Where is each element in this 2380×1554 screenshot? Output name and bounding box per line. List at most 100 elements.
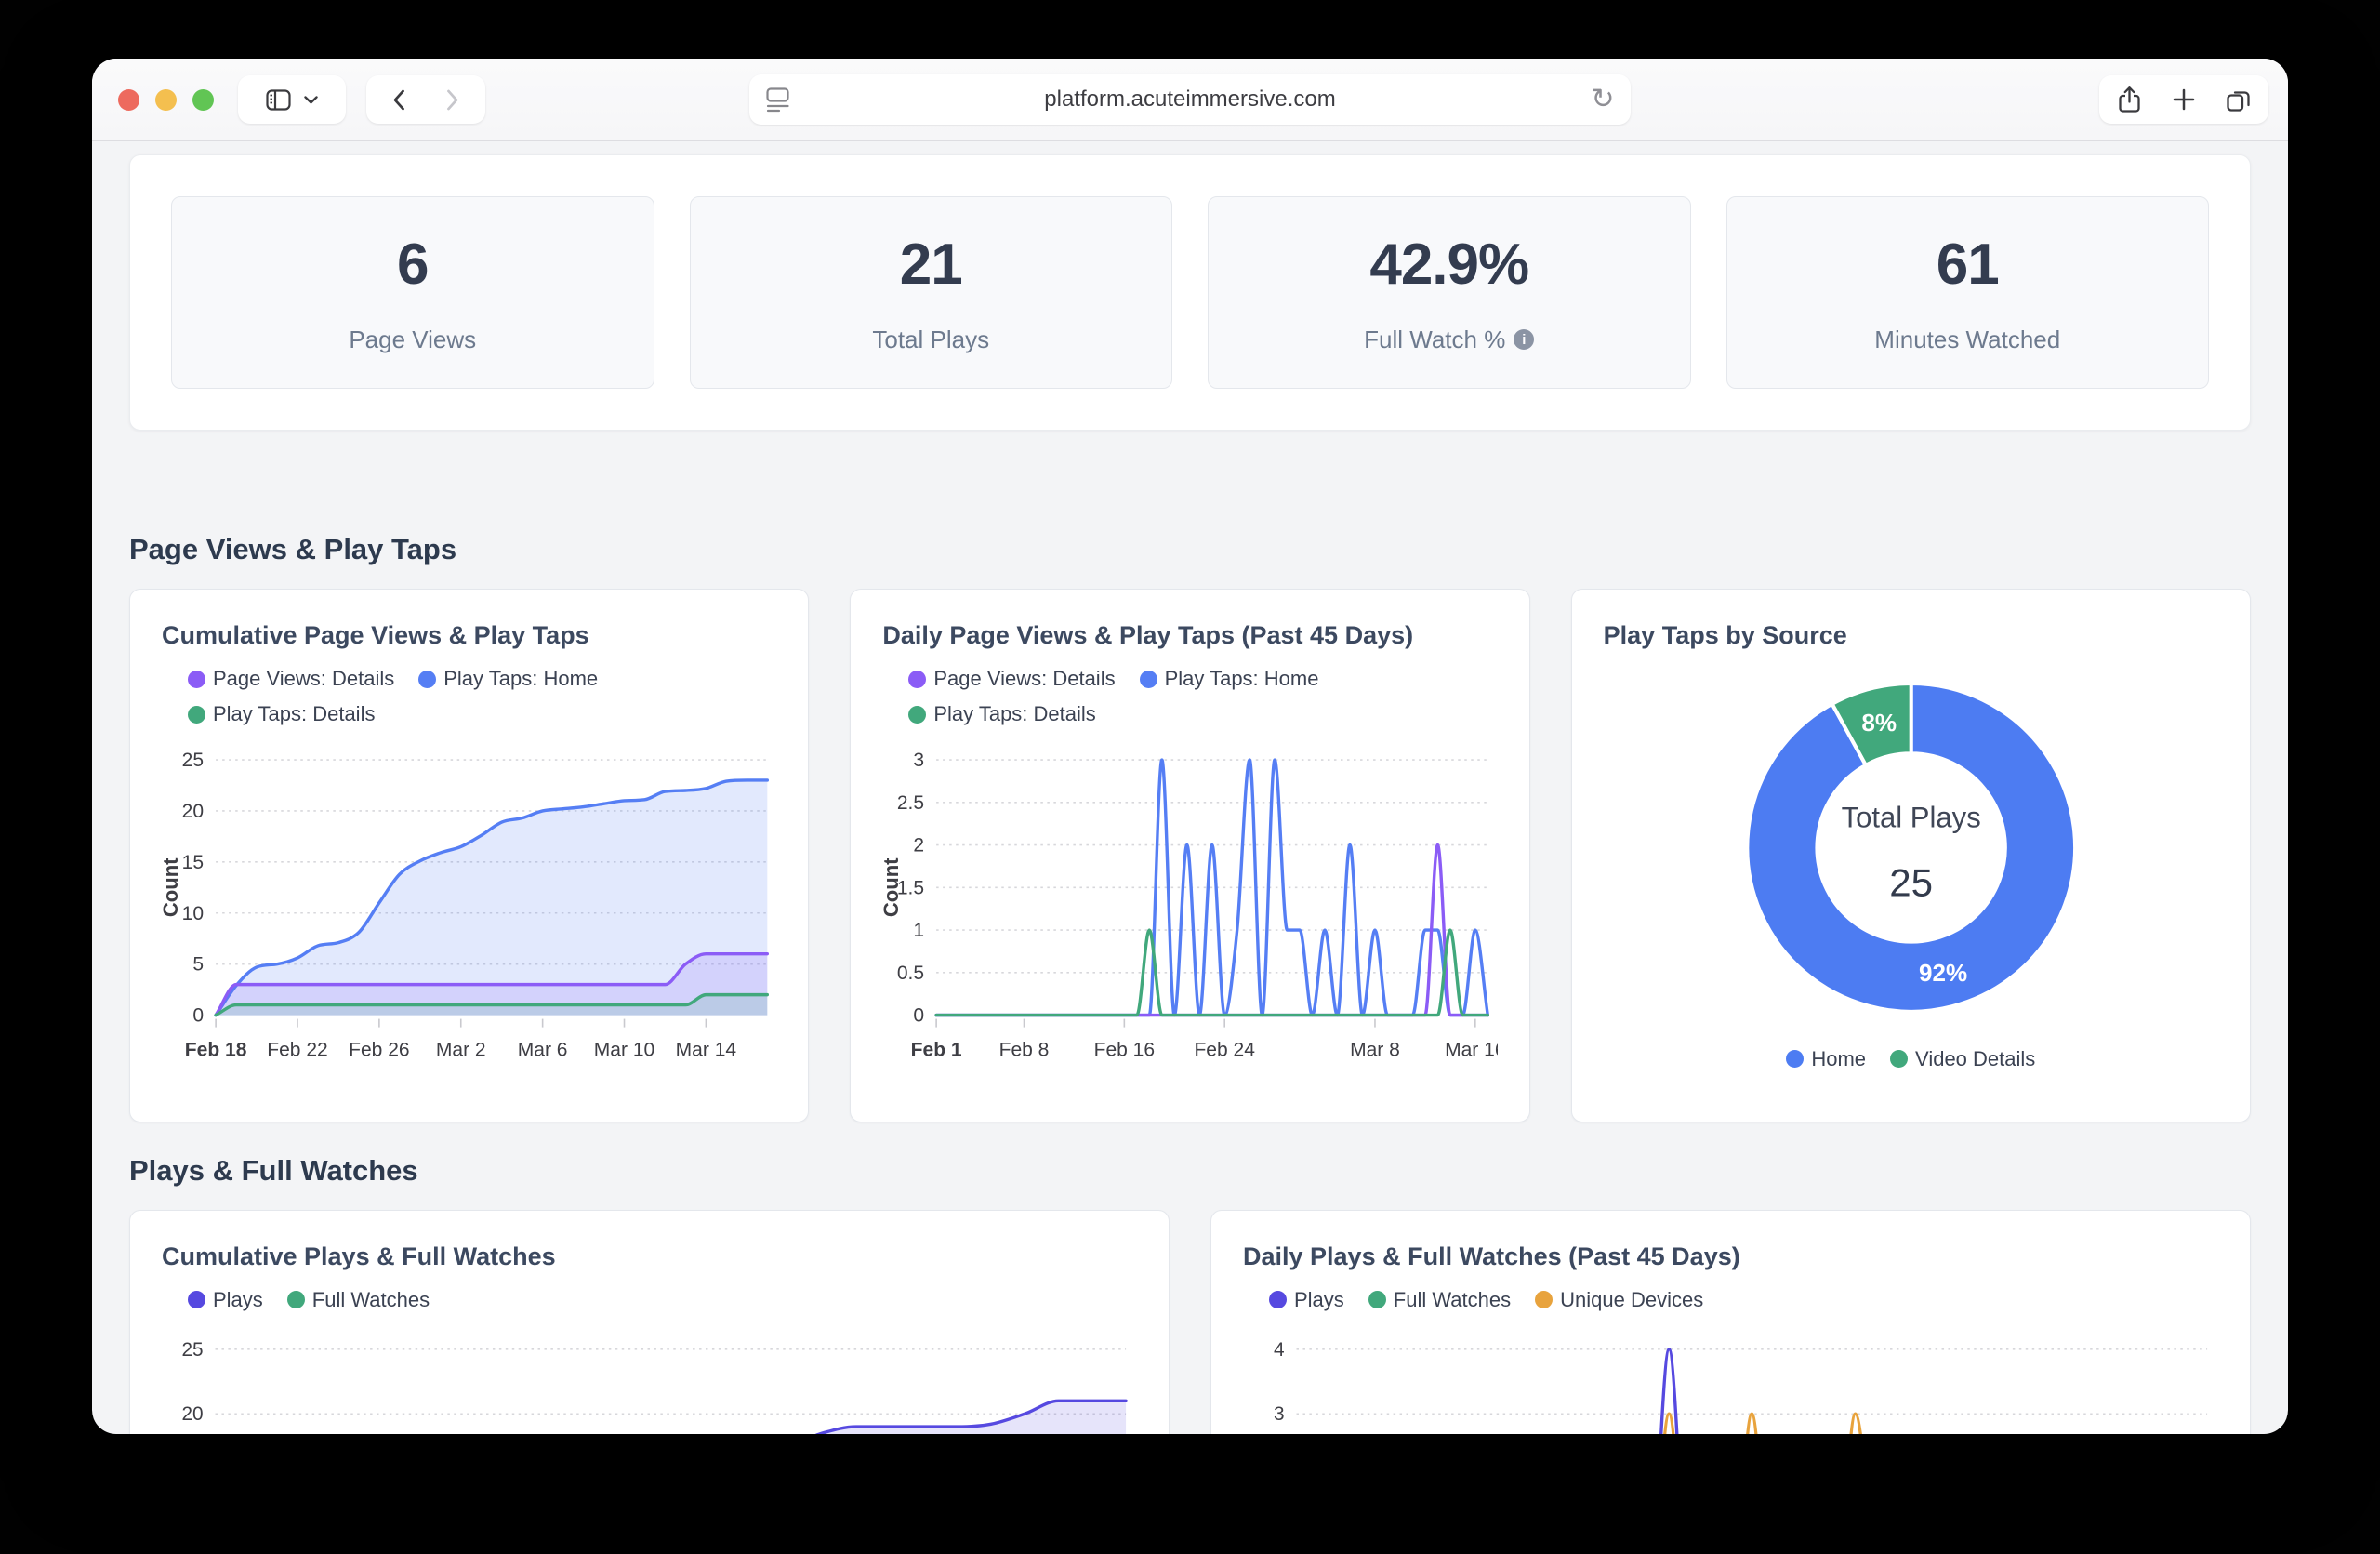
chart-title: Cumulative Plays & Full Watches — [162, 1242, 556, 1270]
stat-label-text: Full Watch % — [1364, 325, 1506, 353]
section-heading-page-views-play-taps: Page Views & Play Taps — [129, 533, 457, 565]
legend-label: Plays — [1294, 1287, 1344, 1311]
legend-dot — [1269, 1291, 1287, 1309]
svg-text:0.5: 0.5 — [897, 963, 924, 984]
chart-legend: Plays Full Watches — [188, 1288, 1137, 1312]
daily-page-views-chart: 0 0.5 1 1.5 2 2.5 3 Feb 1 Feb 8 Feb 16 Feb 24 Mar 8… — [882, 750, 1497, 1061]
svg-text:Count: Count — [162, 857, 182, 917]
legend-item[interactable]: Plays — [1269, 1288, 1344, 1312]
legend-dot — [908, 670, 927, 688]
legend-dot — [1535, 1291, 1554, 1309]
chart-card-cumulative-page-views: Cumulative Page Views & Play Taps Page V… — [129, 589, 810, 1122]
forward-button[interactable] — [426, 75, 480, 124]
legend-dot — [188, 1291, 205, 1309]
svg-text:25: 25 — [181, 1339, 203, 1361]
legend-item[interactable]: Plays — [188, 1288, 263, 1312]
legend-dot — [908, 705, 927, 724]
stat-value: 6 — [397, 232, 429, 297]
svg-text:Feb 1: Feb 1 — [911, 1040, 962, 1061]
legend-item[interactable]: Unique Devices — [1535, 1288, 1703, 1312]
legend-item[interactable]: Play Taps: Details — [188, 702, 375, 726]
tab-overview-button[interactable] — [2215, 75, 2263, 124]
svg-text:4: 4 — [1274, 1339, 1285, 1361]
svg-text:1: 1 — [914, 920, 925, 941]
svg-text:Feb 24: Feb 24 — [1195, 1040, 1256, 1061]
stat-label: Full Watch % i — [1364, 325, 1535, 354]
svg-text:Feb 22: Feb 22 — [267, 1040, 327, 1061]
legend-dot — [1890, 1050, 1909, 1069]
svg-text:20: 20 — [182, 801, 204, 822]
minimize-window-button[interactable] — [155, 88, 177, 111]
svg-text:Count: Count — [882, 857, 903, 917]
play-taps-by-source-donut: 92% 8% Total Plays 25 — [1745, 682, 2077, 1014]
legend-label: Play Taps: Details — [213, 702, 376, 725]
chart-title: Cumulative Page Views & Play Taps — [162, 621, 589, 649]
legend-label: Page Views: Details — [933, 667, 1116, 690]
browser-toolbar: platform.acuteimmersive.com ↻ — [92, 59, 2288, 141]
legend-dot — [188, 670, 205, 688]
svg-text:92%: 92% — [1919, 959, 1967, 987]
svg-text:2: 2 — [914, 835, 925, 857]
sidebar-toggle-button[interactable] — [238, 75, 346, 124]
url-bar[interactable]: platform.acuteimmersive.com ↻ — [749, 74, 1631, 125]
stat-card-page-views: 6 Page Views — [171, 196, 654, 389]
stat-label: Total Plays — [872, 325, 990, 353]
legend-item[interactable]: Full Watches — [1368, 1288, 1511, 1312]
stat-card-full-watch-pct: 42.9% Full Watch % i — [1208, 196, 1691, 389]
svg-text:Feb 26: Feb 26 — [349, 1040, 409, 1061]
chevron-right-icon — [447, 89, 458, 110]
svg-text:Mar 6: Mar 6 — [518, 1040, 568, 1061]
chart-title: Play Taps by Source — [1603, 621, 1847, 649]
chart-card-play-taps-by-source: Play Taps by Source 92% 8% Total Plays 25 H… — [1570, 589, 2251, 1122]
legend-item[interactable]: Play Taps: Home — [418, 667, 598, 691]
legend-dot — [188, 705, 205, 724]
stat-value: 21 — [899, 232, 963, 297]
legend-item[interactable]: Video Details — [1890, 1047, 2035, 1071]
legend-item[interactable]: Play Taps: Details — [908, 702, 1096, 726]
chart-legend: Page Views: Details Play Taps: Home Play T… — [908, 667, 1355, 726]
share-button[interactable] — [2106, 75, 2154, 124]
svg-text:Mar 14: Mar 14 — [676, 1040, 737, 1061]
chart-legend: Home Video Details — [1604, 1047, 2218, 1071]
reload-icon: ↻ — [1591, 84, 1615, 114]
legend-item[interactable]: Full Watches — [286, 1288, 430, 1312]
back-button[interactable] — [372, 75, 426, 124]
chart-card-daily-plays: Daily Plays & Full Watches (Past 45 Days… — [1210, 1209, 2251, 1434]
legend-item[interactable]: Page Views: Details — [908, 667, 1116, 691]
chevron-down-icon — [304, 95, 318, 103]
svg-text:Mar 10: Mar 10 — [594, 1040, 654, 1061]
legend-item[interactable]: Page Views: Details — [188, 667, 394, 691]
stat-card-minutes-watched: 61 Minutes Watched — [1726, 196, 2209, 389]
sidebar-icon — [266, 88, 291, 111]
zoom-window-button[interactable] — [192, 88, 214, 111]
reload-button[interactable]: ↻ — [1584, 81, 1621, 118]
chart-title: Daily Page Views & Play Taps (Past 45 Da… — [882, 621, 1414, 649]
close-window-button[interactable] — [118, 88, 139, 111]
info-icon[interactable]: i — [1514, 329, 1535, 350]
legend-label: Video Details — [1915, 1046, 2036, 1070]
svg-text:Mar 2: Mar 2 — [436, 1040, 486, 1061]
legend-label: Play Taps: Home — [443, 667, 599, 690]
svg-text:Feb 18: Feb 18 — [185, 1040, 247, 1061]
legend-dot — [286, 1291, 305, 1309]
legend-item[interactable]: Play Taps: Home — [1139, 667, 1318, 691]
svg-text:15: 15 — [182, 852, 204, 873]
cumulative-page-views-chart: 0 5 10 15 20 25 Feb 18 Feb 22 Feb 26 Mar 2 Mar 6 Ma… — [162, 750, 770, 1061]
svg-text:0: 0 — [192, 1005, 204, 1027]
new-tab-button[interactable] — [2160, 75, 2208, 124]
legend-dot — [1786, 1050, 1805, 1069]
chevron-left-icon — [393, 89, 404, 110]
legend-dot — [1139, 670, 1157, 688]
svg-text:3: 3 — [1274, 1403, 1285, 1425]
svg-text:3: 3 — [914, 750, 925, 771]
traffic-lights — [118, 88, 214, 111]
svg-text:Total Plays: Total Plays — [1841, 801, 1980, 833]
stat-card-total-plays: 21 Total Plays — [689, 196, 1172, 389]
chart-card-cumulative-plays: Cumulative Plays & Full Watches Plays Ful… — [129, 1209, 1170, 1434]
toolbar-actions — [2099, 75, 2268, 124]
legend-item[interactable]: Home — [1786, 1047, 1866, 1071]
navigation-buttons — [366, 75, 485, 124]
stat-label: Minutes Watched — [1874, 325, 2061, 353]
